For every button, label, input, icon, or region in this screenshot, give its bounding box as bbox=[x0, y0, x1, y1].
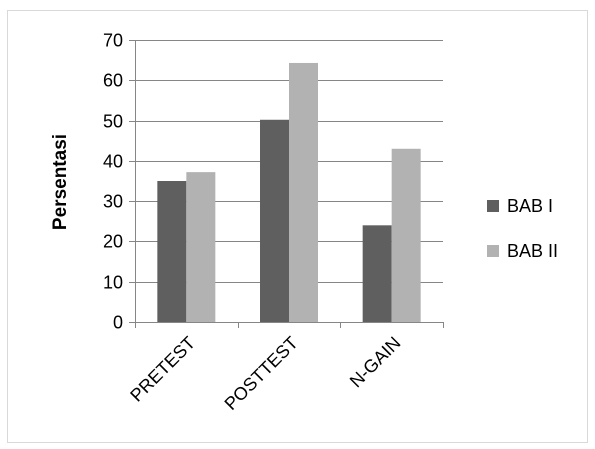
y-tick-label: 50 bbox=[103, 112, 123, 132]
legend-swatch bbox=[487, 200, 499, 212]
bar-bab-ii-n-gain bbox=[391, 148, 421, 322]
bar-bab-i-posttest bbox=[260, 119, 289, 322]
y-tick-label: 10 bbox=[103, 273, 123, 293]
y-tick-label: 70 bbox=[103, 31, 123, 51]
y-tick-label: 0 bbox=[113, 313, 123, 333]
y-tick-label: 40 bbox=[103, 152, 123, 172]
legend-swatch bbox=[487, 245, 499, 257]
legend: BAB I BAB II bbox=[487, 196, 558, 261]
y-tick-label: 60 bbox=[103, 71, 123, 91]
bars bbox=[157, 62, 421, 322]
y-tick-label: 30 bbox=[103, 192, 123, 212]
legend-label: BAB II bbox=[507, 241, 558, 261]
legend-label: BAB I bbox=[507, 196, 553, 216]
axes bbox=[129, 40, 444, 328]
bar-bab-ii-posttest bbox=[289, 62, 318, 322]
bar-bab-ii-pretest bbox=[186, 172, 216, 322]
y-axis-title: Persentasi bbox=[50, 134, 71, 230]
y-tick-labels: 0 10 20 30 40 50 60 70 bbox=[103, 31, 123, 333]
bar-bab-i-n-gain bbox=[362, 225, 392, 322]
y-tick-label: 20 bbox=[103, 232, 123, 252]
bar-bab-i-pretest bbox=[157, 181, 187, 322]
